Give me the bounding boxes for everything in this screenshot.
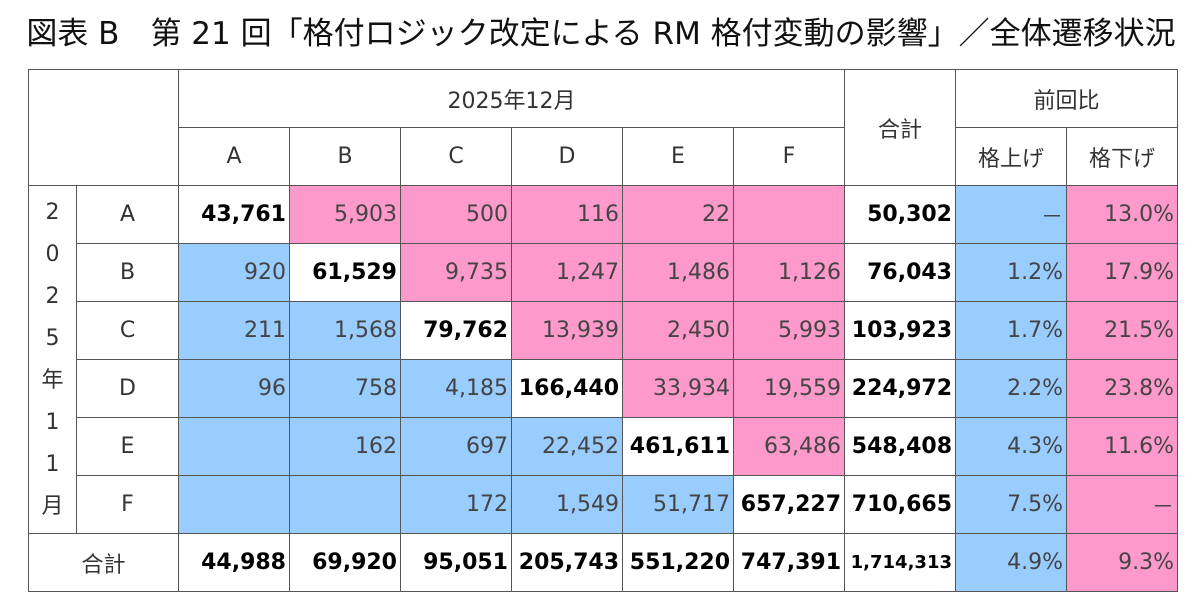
totals-row: 合計 44,988 69,920 95,051 205,743 551,220 … — [28, 533, 1178, 592]
row-total: 76,043 — [844, 243, 956, 302]
downgrade-ratio: 13.0% — [1066, 185, 1178, 244]
cell — [289, 475, 401, 534]
corner-cell — [28, 69, 179, 186]
upgrade-ratio: 7.5% — [955, 475, 1067, 534]
cell: 4,185 — [400, 359, 512, 418]
row-total: 224,972 — [844, 359, 956, 418]
cell: 51,717 — [622, 475, 734, 534]
table-row: D 96 758 4,185 166,440 33,934 19,559 224… — [29, 359, 1178, 418]
cell: 22 — [622, 185, 734, 244]
downgrade-ratio: 21.5% — [1066, 301, 1178, 360]
downgrade-header: 格下げ — [1066, 127, 1178, 186]
cell: 461,611 — [622, 417, 734, 476]
cell: 657,227 — [733, 475, 845, 534]
row-total: 548,408 — [844, 417, 956, 476]
row-label: B — [76, 243, 179, 302]
cell: 13,939 — [511, 301, 623, 360]
table-row: C 211 1,568 79,762 13,939 2,450 5,993 10… — [29, 301, 1178, 360]
period-header: 2025年12月 — [178, 69, 845, 128]
cell: 43,761 — [178, 185, 290, 244]
cell: 19,559 — [733, 359, 845, 418]
upgrade-header: 格上げ — [955, 127, 1067, 186]
grand-total: 1,714,313 — [844, 533, 956, 592]
cell: 758 — [289, 359, 401, 418]
row-label: F — [76, 475, 179, 534]
total-header: 合計 — [844, 69, 956, 186]
cell: 166,440 — [511, 359, 623, 418]
upgrade-ratio: 1.7% — [955, 301, 1067, 360]
table-row: F 172 1,549 51,717 657,227 710,665 7.5% … — [29, 475, 1178, 534]
cell: 5,993 — [733, 301, 845, 360]
cell: 116 — [511, 185, 623, 244]
row-label: E — [76, 417, 179, 476]
column-header-d: D — [511, 127, 623, 186]
downgrade-ratio: 23.8% — [1066, 359, 1178, 418]
cell: 9,735 — [400, 243, 512, 302]
column-total: 44,988 — [178, 533, 290, 592]
row-total: 103,923 — [844, 301, 956, 360]
cell — [178, 417, 290, 476]
cell — [733, 185, 845, 244]
cell: 2,450 — [622, 301, 734, 360]
row-total: 710,665 — [844, 475, 956, 534]
cell: 211 — [178, 301, 290, 360]
cell: 96 — [178, 359, 290, 418]
cell: 172 — [400, 475, 512, 534]
column-total: 205,743 — [511, 533, 623, 592]
cell: 1,126 — [733, 243, 845, 302]
cell: 22,452 — [511, 417, 623, 476]
upgrade-ratio: 4.9% — [955, 533, 1067, 592]
downgrade-ratio: 9.3% — [1066, 533, 1178, 592]
cell: 162 — [289, 417, 401, 476]
page-title: 図表 B 第 21 回「格付ロジック改定による RM 格付変動の影響」／全体遷移… — [26, 16, 1176, 52]
row-label: A — [76, 185, 179, 244]
column-total: 69,920 — [289, 533, 401, 592]
column-total: 95,051 — [400, 533, 512, 592]
upgrade-ratio: 4.3% — [955, 417, 1067, 476]
cell: 79,762 — [400, 301, 512, 360]
cell: 920 — [178, 243, 290, 302]
cell: 500 — [400, 185, 512, 244]
cell: 1,549 — [511, 475, 623, 534]
column-header-e: E — [622, 127, 734, 186]
cell: 5,903 — [289, 185, 401, 244]
cell: 63,486 — [733, 417, 845, 476]
column-header-a: A — [178, 127, 290, 186]
cell: 33,934 — [622, 359, 734, 418]
column-total: 747,391 — [733, 533, 845, 592]
downgrade-ratio: 17.9% — [1066, 243, 1178, 302]
ratio-header: 前回比 — [955, 69, 1178, 128]
downgrade-ratio: － — [1066, 475, 1178, 534]
row-total: 50,302 — [844, 185, 956, 244]
cell: 1,486 — [622, 243, 734, 302]
cell: 697 — [400, 417, 512, 476]
column-header-f: F — [733, 127, 845, 186]
cell: 1,568 — [289, 301, 401, 360]
column-header-b: B — [289, 127, 401, 186]
column-header-c: C — [400, 127, 512, 186]
upgrade-ratio: － — [955, 185, 1067, 244]
cell: 61,529 — [289, 243, 401, 302]
table-row: E 162 697 22,452 461,611 63,486 548,408 … — [29, 417, 1178, 476]
row-label: C — [76, 301, 179, 360]
cell: 1,247 — [511, 243, 623, 302]
row-label: D — [76, 359, 179, 418]
totals-label: 合計 — [28, 533, 179, 592]
downgrade-ratio: 11.6% — [1066, 417, 1178, 476]
column-total: 551,220 — [622, 533, 734, 592]
table-row: B 920 61,529 9,735 1,247 1,486 1,126 76,… — [29, 243, 1178, 302]
upgrade-ratio: 1.2% — [955, 243, 1067, 302]
upgrade-ratio: 2.2% — [955, 359, 1067, 418]
cell — [178, 475, 290, 534]
